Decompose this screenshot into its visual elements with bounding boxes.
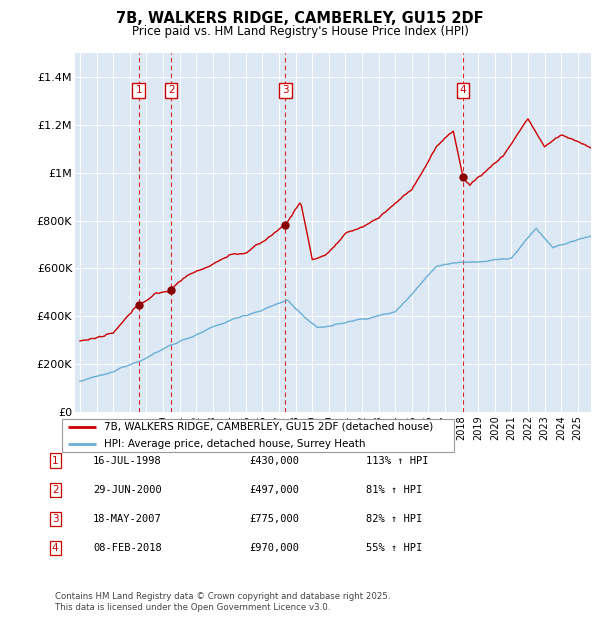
Text: 2: 2 (52, 485, 59, 495)
Text: 81% ↑ HPI: 81% ↑ HPI (366, 485, 422, 495)
Text: £775,000: £775,000 (249, 514, 299, 524)
Text: £970,000: £970,000 (249, 543, 299, 553)
FancyBboxPatch shape (62, 418, 454, 452)
Text: 55% ↑ HPI: 55% ↑ HPI (366, 543, 422, 553)
Text: 7B, WALKERS RIDGE, CAMBERLEY, GU15 2DF (detached house): 7B, WALKERS RIDGE, CAMBERLEY, GU15 2DF (… (104, 422, 433, 432)
Text: £497,000: £497,000 (249, 485, 299, 495)
Text: 7B, WALKERS RIDGE, CAMBERLEY, GU15 2DF: 7B, WALKERS RIDGE, CAMBERLEY, GU15 2DF (116, 11, 484, 26)
Text: 2: 2 (168, 86, 175, 95)
Text: 113% ↑ HPI: 113% ↑ HPI (366, 456, 428, 466)
Text: This data is licensed under the Open Government Licence v3.0.: This data is licensed under the Open Gov… (55, 603, 331, 612)
Text: 82% ↑ HPI: 82% ↑ HPI (366, 514, 422, 524)
Text: HPI: Average price, detached house, Surrey Heath: HPI: Average price, detached house, Surr… (104, 439, 365, 449)
Text: 16-JUL-1998: 16-JUL-1998 (93, 456, 162, 466)
Text: Price paid vs. HM Land Registry's House Price Index (HPI): Price paid vs. HM Land Registry's House … (131, 25, 469, 38)
Text: 3: 3 (52, 514, 59, 524)
Text: 3: 3 (282, 86, 289, 95)
Text: £430,000: £430,000 (249, 456, 299, 466)
Text: 08-FEB-2018: 08-FEB-2018 (93, 543, 162, 553)
Text: Contains HM Land Registry data © Crown copyright and database right 2025.: Contains HM Land Registry data © Crown c… (55, 592, 391, 601)
Text: 1: 1 (52, 456, 59, 466)
Text: 29-JUN-2000: 29-JUN-2000 (93, 485, 162, 495)
Text: 1: 1 (136, 86, 142, 95)
Text: 4: 4 (460, 86, 467, 95)
Text: 18-MAY-2007: 18-MAY-2007 (93, 514, 162, 524)
Text: 4: 4 (52, 543, 59, 553)
